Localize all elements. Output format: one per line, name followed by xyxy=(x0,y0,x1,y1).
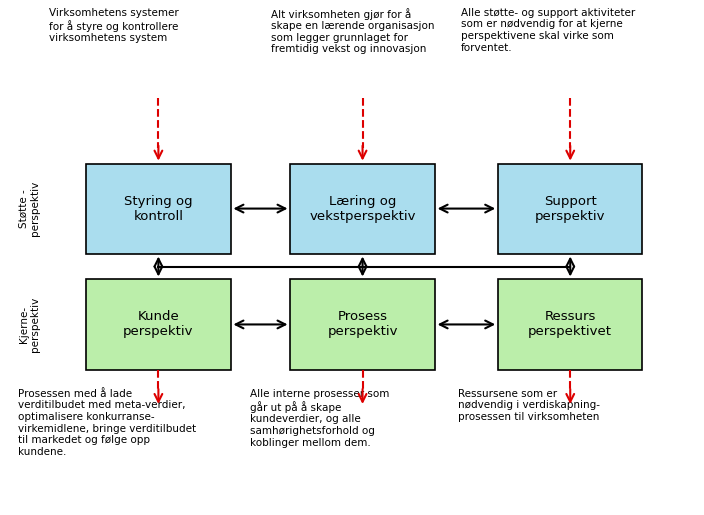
FancyBboxPatch shape xyxy=(87,164,231,254)
Text: Ressurs
perspektivet: Ressurs perspektivet xyxy=(528,311,612,338)
Text: Alt virksomheten gjør for å
skape en lærende organisasjon
som legger grunnlaget : Alt virksomheten gjør for å skape en lær… xyxy=(271,8,434,55)
Text: Ressursene som er
nødvendig i verdiskapning-
prosessen til virksomheten: Ressursene som er nødvendig i verdiskapn… xyxy=(458,389,600,422)
Text: Støtte -
perspektiv: Støtte - perspektiv xyxy=(19,181,40,236)
FancyBboxPatch shape xyxy=(291,279,435,370)
Text: Prosess
perspektiv: Prosess perspektiv xyxy=(327,311,398,338)
Text: Prosessen med å lade
verditilbudet med meta-verdier,
optimalisere konkurranse-
v: Prosessen med å lade verditilbudet med m… xyxy=(18,389,196,457)
Text: Alle interne prosesser som
går ut på å skape
kundeverdier, og alle
samhørighetsf: Alle interne prosesser som går ut på å s… xyxy=(250,389,389,448)
Text: Læring og
vekstperspektiv: Læring og vekstperspektiv xyxy=(309,195,416,222)
Text: Kunde
perspektiv: Kunde perspektiv xyxy=(123,311,194,338)
FancyBboxPatch shape xyxy=(498,164,642,254)
Text: Virksomhetens systemer
for å styre og kontrollere
virksomhetens system: Virksomhetens systemer for å styre og ko… xyxy=(49,8,179,43)
FancyBboxPatch shape xyxy=(87,279,231,370)
Text: Styring og
kontroll: Styring og kontroll xyxy=(124,195,193,222)
Text: Kjerne-
perspektiv: Kjerne- perspektiv xyxy=(19,297,40,352)
FancyBboxPatch shape xyxy=(291,164,435,254)
FancyBboxPatch shape xyxy=(498,279,642,370)
Text: Support
perspektiv: Support perspektiv xyxy=(535,195,605,222)
Text: Alle støtte- og support aktiviteter
som er nødvendig for at kjerne
perspektivene: Alle støtte- og support aktiviteter som … xyxy=(461,8,636,53)
